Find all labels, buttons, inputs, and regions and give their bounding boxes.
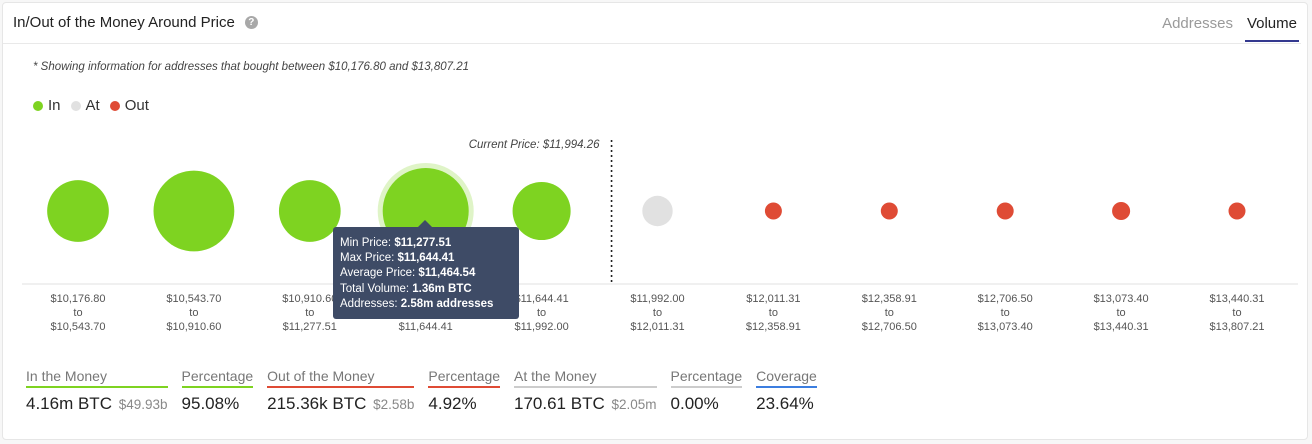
stat-value: 215.36k BTC (267, 394, 367, 413)
bubble-out (1112, 201, 1131, 221)
tick-label: to (189, 307, 198, 319)
tick-label: $13,807.21 (1209, 321, 1264, 333)
tick-label: $12,358.91 (746, 321, 801, 333)
tick-label: $12,011.31 (630, 321, 684, 333)
bubble-in (278, 180, 341, 242)
bubble-in (153, 170, 235, 252)
tick-label: $13,440.31 (1094, 321, 1149, 333)
legend-dot-at-icon (70, 100, 81, 111)
tooltip-row-max: Max Price: $11,644.41 (340, 252, 455, 265)
bubble-in (512, 181, 571, 241)
stat-coverage: Coverage 23.64% (756, 368, 817, 414)
card-title-text: In/Out of the Money Around Price (13, 14, 235, 31)
stat-in-the-money: In the Money 4.16m BTC $49.93b (26, 368, 168, 414)
tick-label: $11,992.00 (514, 321, 568, 333)
legend-label-out: Out (124, 97, 149, 114)
tick-label: to (305, 307, 314, 319)
stat-in-percentage: Percentage 95.08% (181, 368, 254, 414)
stat-out-percentage: Percentage 4.92% (428, 368, 501, 414)
legend-item-out[interactable]: Out (109, 97, 149, 114)
tick-label: to (769, 307, 778, 319)
bubble-out (996, 202, 1014, 220)
stat-label: At the Money (514, 368, 657, 388)
tick-label: $12,706.50 (862, 321, 917, 333)
legend-item-at[interactable]: At (70, 97, 100, 114)
legend-item-in[interactable]: In (33, 97, 61, 114)
summary-stats: In the Money 4.16m BTC $49.93b Percentag… (26, 368, 831, 414)
tick-label: $10,176.80 (50, 293, 105, 305)
iomap-chart: Current Price: $11,994.26 $10,176.80 to $10… (22, 139, 1298, 333)
stat-label: In the Money (26, 368, 168, 388)
stat-value: 0.00% (670, 394, 719, 413)
tick-label: to (1001, 307, 1010, 319)
bubble-out (880, 202, 898, 220)
stat-value: 170.61 BTC (514, 394, 605, 413)
stat-sub: $2.58b (373, 397, 415, 412)
current-price-label: Current Price: $11,994.26 (469, 139, 600, 151)
tick-label: $10,910.60 (282, 293, 337, 305)
stat-label: Coverage (756, 368, 817, 388)
tick-label: to (537, 307, 546, 319)
tick-label: $13,073.40 (1094, 293, 1149, 305)
tick-label: to (653, 307, 662, 319)
tick-label: $10,543.70 (166, 293, 221, 305)
tick-label: $10,543.70 (50, 321, 105, 333)
bubble-in (47, 180, 109, 242)
stat-at-percentage: Percentage 0.00% (670, 368, 743, 414)
bubble-out (764, 202, 782, 220)
tick-label: $10,910.60 (166, 321, 221, 333)
tick-label: to (1232, 307, 1241, 319)
stat-out-of-the-money: Out of the Money 215.36k BTC $2.58b (267, 368, 415, 414)
view-tabs: Addresses Volume (1150, 13, 1299, 42)
tab-addresses[interactable]: Addresses (1162, 15, 1233, 32)
tick-label: $12,011.31 (746, 293, 800, 305)
tick-label: $11,992.00 (630, 293, 684, 305)
legend-label-at: At (85, 97, 100, 114)
tooltip-row-addresses: Addresses: 2.58m addresses (340, 297, 494, 310)
tick-label: $11,644.41 (399, 321, 453, 333)
tick-label: to (885, 307, 894, 319)
tooltip-row-min: Min Price: $11,277.51 (340, 237, 452, 249)
legend-dot-in-icon (33, 100, 43, 111)
tick-label: $11,277.51 (283, 321, 337, 333)
bubble-out (1228, 202, 1246, 220)
tick-label: $11,644.41 (514, 293, 568, 305)
stat-label: Percentage (181, 368, 254, 388)
range-note: * Showing information for addresses that… (33, 61, 470, 73)
stat-label: Percentage (670, 368, 743, 388)
bubble-tooltip: Min Price: $11,277.51 Max Price: $11,644… (333, 220, 519, 319)
tick-label: $13,073.40 (978, 321, 1033, 333)
tick-label: $12,358.91 (862, 293, 917, 305)
legend: In At Out (33, 97, 159, 114)
card-title: In/Out of the Money Around Price ? (13, 14, 258, 31)
tick-label: to (1117, 307, 1126, 319)
question-circle-icon[interactable]: ? (244, 16, 258, 29)
tick-label: to (73, 307, 82, 319)
stat-value: 4.16m BTC (26, 394, 112, 413)
tooltip-row-volume: Total Volume: 1.36m BTC (340, 282, 472, 295)
stat-value: 4.92% (428, 394, 477, 413)
stat-sub: $49.93b (118, 397, 168, 412)
stat-sub: $2.05m (611, 397, 657, 412)
stat-value: 95.08% (181, 394, 240, 413)
stat-label: Out of the Money (267, 368, 415, 388)
legend-label-in: In (48, 97, 61, 114)
tab-volume[interactable]: Volume (1244, 13, 1299, 42)
stat-value: 23.64% (756, 394, 814, 413)
header-divider (3, 43, 1301, 44)
legend-dot-out-icon (109, 100, 120, 111)
tick-label: $12,706.50 (978, 293, 1033, 305)
tooltip-row-avg: Average Price: $11,464.54 (340, 267, 476, 280)
stat-label: Percentage (428, 368, 501, 388)
tick-label: $13,440.31 (1209, 293, 1264, 305)
stat-at-the-money: At the Money 170.61 BTC $2.05m (514, 368, 657, 414)
bubble-at (642, 195, 673, 227)
